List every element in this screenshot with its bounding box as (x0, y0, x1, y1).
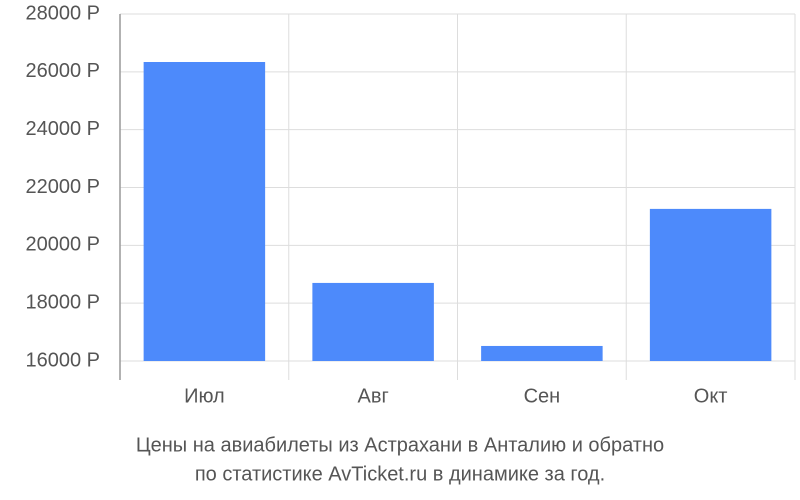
x-tick-label: Июл (184, 385, 225, 407)
y-tick-label: 18000 Р (25, 291, 100, 313)
y-tick-label: 16000 Р (25, 349, 100, 371)
bar (649, 208, 772, 361)
y-tick-label: 20000 Р (25, 234, 100, 256)
chart-title: Цены на авиабилеты из Астрахани в Антали… (136, 434, 664, 456)
x-tick-label: Сен (524, 385, 561, 407)
bar (481, 345, 603, 361)
x-tick-label: Авг (357, 385, 388, 407)
y-tick-label: 24000 Р (25, 118, 100, 140)
y-tick-label: 26000 Р (25, 60, 100, 82)
bar (312, 282, 434, 361)
chart-title: по статистике AvTicket.ru в динамике за … (195, 463, 605, 485)
y-tick-label: 22000 Р (25, 176, 100, 198)
bar (143, 62, 266, 361)
y-tick-label: 28000 Р (25, 2, 100, 24)
x-tick-label: Окт (694, 385, 728, 407)
